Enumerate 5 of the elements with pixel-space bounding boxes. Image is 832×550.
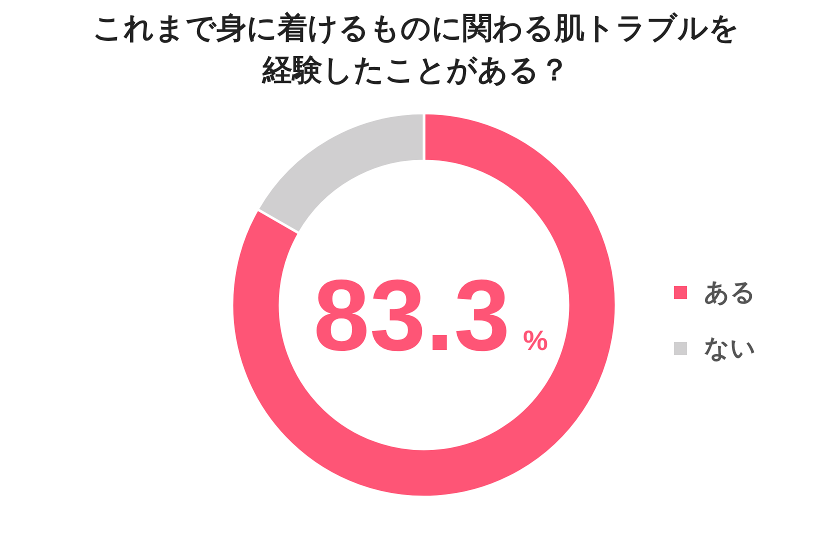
chart-title: これまで身に着けるものに関わる肌トラブルを経験したことがある？ — [92, 11, 740, 88]
donut-slice — [230, 112, 618, 498]
data-label: 83.3% — [313, 260, 548, 372]
legend-label: ない — [704, 334, 756, 362]
legend-label: ある — [704, 278, 756, 306]
